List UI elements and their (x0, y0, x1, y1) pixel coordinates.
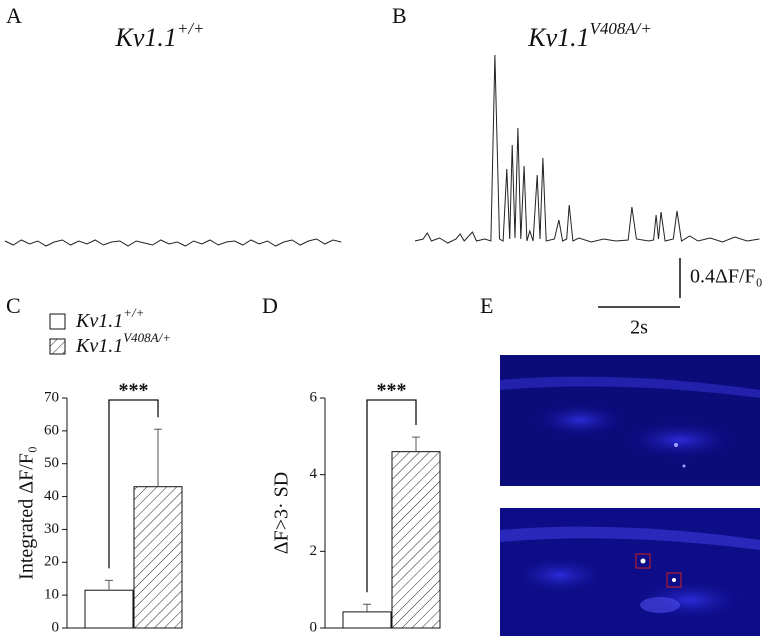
y-tick-label: 0 (310, 619, 318, 635)
label-superscript: V408A/+ (590, 19, 652, 38)
bar (84, 589, 134, 629)
y-tick-label: 30 (44, 521, 59, 537)
y-tick-label: 50 (44, 455, 59, 471)
significance-label: *** (119, 380, 149, 402)
label-superscript: V408A/+ (123, 330, 171, 345)
y-tick-label: 20 (44, 554, 59, 570)
legend-entry: Kv1.1+/+ (75, 305, 144, 331)
micrograph-bottom (500, 508, 760, 636)
y-tick-label: 0 (52, 619, 60, 635)
y-tick-label: 40 (44, 488, 59, 504)
trace (4, 238, 342, 247)
significance-label: *** (377, 380, 407, 402)
y-tick-label: 70 (44, 389, 59, 405)
bar (133, 486, 183, 629)
y-axis-label: ΔF>3· SD (271, 472, 293, 555)
scale-bar-x-label: 2s (630, 317, 648, 339)
panel-letter: E (480, 293, 493, 318)
bar (342, 611, 392, 629)
label-main: Kv1.1 (527, 23, 589, 52)
label-superscript: +/+ (123, 305, 144, 320)
y-axis-label: Integrated ΔF/F₀ (16, 446, 38, 580)
scale-bar-y-label: 0.4ΔF/F₀ (690, 266, 763, 288)
y-tick-label: 60 (44, 422, 59, 438)
panel-letter: B (392, 3, 407, 28)
y-tick-label: 10 (44, 587, 59, 603)
significance-bracket (108, 399, 159, 569)
micrograph-top (500, 355, 760, 486)
label-superscript: +/+ (177, 19, 205, 38)
label-main: Kv1.1 (75, 310, 123, 332)
panel-letter: D (262, 293, 278, 318)
legend-entry: Kv1.1V408A/+ (75, 330, 171, 356)
panel-letter: C (6, 293, 21, 318)
bar (391, 451, 441, 629)
y-tick-label: 6 (310, 389, 318, 405)
trace (414, 54, 760, 244)
label-main: Kv1.1 (75, 335, 123, 357)
y-tick-label: 2 (310, 543, 318, 559)
significance-bracket (366, 399, 417, 593)
label-main: Kv1.1 (115, 23, 177, 52)
y-tick-label: 4 (310, 466, 318, 482)
legend-swatch (49, 313, 66, 330)
panel-letter: A (6, 3, 22, 28)
panel-title: Kv1.1+/+ (115, 19, 205, 52)
panel-title: Kv1.1V408A/+ (527, 19, 651, 52)
legend-swatch (49, 338, 66, 355)
